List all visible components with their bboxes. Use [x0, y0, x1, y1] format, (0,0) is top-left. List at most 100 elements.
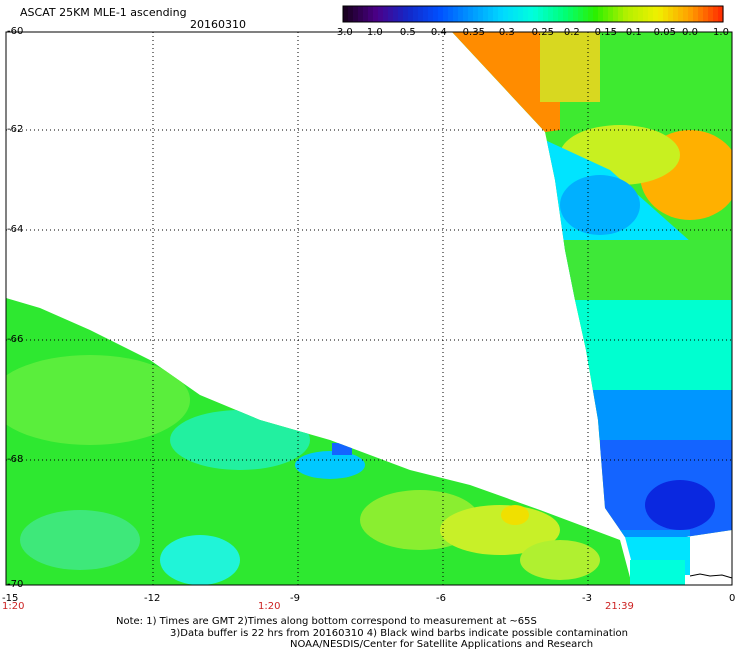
lat-label: -62 [7, 124, 24, 135]
colorbar-cell [468, 6, 474, 22]
product-title: ASCAT 25KM MLE-1 ascending [20, 6, 187, 19]
colorbar-cell [508, 6, 514, 22]
colorbar-cell [443, 6, 449, 22]
colorbar-cell [583, 6, 589, 22]
colorbar-cell [363, 6, 369, 22]
colorbar-frame [342, 5, 724, 23]
swath-lower-left [6, 298, 632, 585]
colorbar-cell [543, 6, 549, 22]
footer-note-3: NOAA/NESDIS/Center for Satellite Applica… [290, 639, 594, 650]
colorbar-cell [348, 6, 354, 22]
colorbar-cell [658, 6, 664, 22]
colorbar-cell [643, 6, 649, 22]
colorbar-cell [648, 6, 654, 22]
colorbar-label: -0.35 [459, 27, 485, 38]
lon-label: -6 [436, 593, 446, 604]
colorbar-cell [668, 6, 674, 22]
colorbar-cell [593, 6, 599, 22]
lat-label: -66 [7, 334, 24, 345]
colorbar-cell [408, 6, 414, 22]
colorbar-label: 0.0 [682, 27, 698, 38]
colorbar-label: 1.0 [713, 27, 729, 38]
colorbar-label: -0.3 [495, 27, 515, 38]
lon-label: 0 [729, 593, 736, 604]
colorbar-cell [453, 6, 459, 22]
colorbar-label: -0.05 [650, 27, 676, 38]
colorbar-cell [688, 6, 694, 22]
colorbar-cell [493, 6, 499, 22]
colorbar-cell [628, 6, 634, 22]
colorbar-cell [393, 6, 399, 22]
colorbar-cell [458, 6, 464, 22]
colorbar-cell [418, 6, 424, 22]
lon-label: -9 [290, 593, 300, 604]
lat-label: -70 [7, 579, 24, 590]
colorbar-cell [388, 6, 394, 22]
colorbar-cell [478, 6, 484, 22]
colorbar-cell [613, 6, 619, 22]
colorbar-cell [633, 6, 639, 22]
colorbar-label: -0.2 [560, 27, 580, 38]
colorbar-cell [438, 6, 444, 22]
colorbar [342, 5, 724, 23]
colorbar-cell [398, 6, 404, 22]
colorbar-label: -0.4 [427, 27, 447, 38]
colorbar-cell [523, 6, 529, 22]
colorbar-label: -0.15 [591, 27, 617, 38]
colorbar-cell [463, 6, 469, 22]
colorbar-cell [678, 6, 684, 22]
colorbar-cell [683, 6, 689, 22]
colorbar-cell [673, 6, 679, 22]
lon-label: -15 [2, 593, 19, 604]
colorbar-cell [483, 6, 489, 22]
colorbar-cell [663, 6, 669, 22]
colorbar-cell [598, 6, 604, 22]
colorbar-cell [383, 6, 389, 22]
colorbar-cell [708, 6, 714, 22]
colorbar-cell [368, 6, 374, 22]
lon-label: -3 [582, 593, 592, 604]
lat-label: -68 [7, 454, 24, 465]
colorbar-cell [718, 6, 724, 22]
colorbar-cell [498, 6, 504, 22]
colorbar-label: -3.0 [333, 27, 353, 38]
colorbar-cell [558, 6, 564, 22]
colorbar-label: -0.25 [528, 27, 554, 38]
colorbar-cell [428, 6, 434, 22]
colorbar-label: -0.5 [396, 27, 416, 38]
swath-upper-right [452, 32, 732, 537]
time-label: 1:20 [2, 601, 25, 612]
grid [6, 32, 732, 585]
colorbar-cell [353, 6, 359, 22]
colorbar-cell [423, 6, 429, 22]
colorbar-cell [588, 6, 594, 22]
colorbar-cell [568, 6, 574, 22]
colorbar-cell [433, 6, 439, 22]
colorbar-cell [573, 6, 579, 22]
colorbar-cell [448, 6, 454, 22]
colorbar-cell [533, 6, 539, 22]
time-label: 1:20 [258, 601, 281, 612]
colorbar-cell [513, 6, 519, 22]
colorbar-cell [553, 6, 559, 22]
colorbar-cell [618, 6, 624, 22]
colorbar-cell [623, 6, 629, 22]
colorbar-cell [378, 6, 384, 22]
coastline [689, 573, 733, 579]
colorbar-cell [503, 6, 509, 22]
colorbar-cell [373, 6, 379, 22]
time-label: 21:39 [605, 601, 634, 612]
footer-note-2: 3)Data buffer is 22 hrs from 20160310 4)… [170, 628, 628, 639]
colorbar-cell [693, 6, 699, 22]
map-frame [5, 31, 733, 586]
footer-note-1: Note: 1) Times are GMT 2)Times along bot… [116, 616, 537, 627]
colorbar-cell [578, 6, 584, 22]
colorbar-cell [473, 6, 479, 22]
lat-label: -64 [7, 224, 24, 235]
colorbar-cell [413, 6, 419, 22]
colorbar-cell [358, 6, 364, 22]
colorbar-cell [548, 6, 554, 22]
colorbar-cell [713, 6, 719, 22]
colorbar-cell [653, 6, 659, 22]
